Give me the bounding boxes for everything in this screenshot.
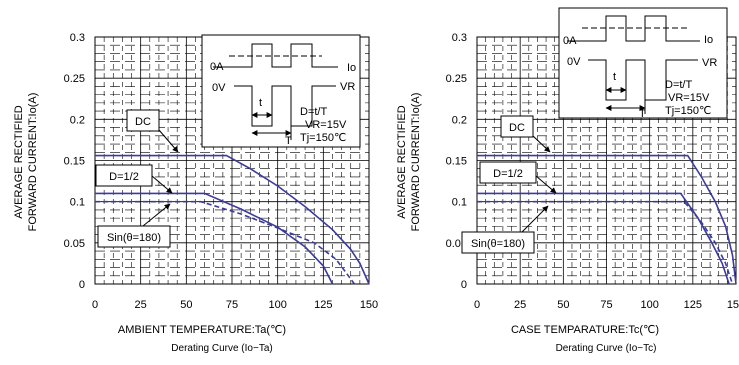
chart-io-tc: AVERAGE RECTIFIED FORWARD CURRENT:Io(A) … (396, 7, 739, 354)
arrow-dc (158, 129, 179, 153)
waveform-inset: Io 0A VR 0V t T D=t/T VR=15V Tj=150℃ (558, 7, 728, 120)
y-axis-title-line2: FORWARD CURRENT:Io(A) (27, 93, 39, 232)
label-box-dc (126, 109, 160, 132)
x-tick-label: 150 (727, 299, 739, 311)
y-tick-label: 0.1 (452, 197, 467, 209)
param-vr: VR=15V (305, 119, 347, 131)
label-box-dc (500, 115, 534, 138)
inset-box (201, 34, 361, 148)
param-duty: D=t/T (665, 79, 692, 91)
param-tj: Tj=150℃ (300, 132, 346, 144)
label-box-d12 (479, 161, 537, 184)
param-tj: Tj=150℃ (665, 105, 711, 117)
chart-caption: Derating Curve (Io−Ta) (171, 343, 272, 354)
label-sin: Sin(θ=180) (107, 232, 161, 244)
T-label: T (639, 108, 646, 120)
series-labels: DC D=1/2 Sin(θ=180) (461, 115, 557, 254)
x-tick-label: 0 (92, 299, 98, 311)
arrow-d12 (535, 175, 557, 194)
series-line-dc (95, 154, 370, 285)
t-label: t (259, 97, 262, 109)
x-tick-label: 25 (135, 299, 147, 311)
series-line-d12 (477, 192, 730, 285)
chart-io-ta: AVERAGE RECTIFIED FORWARD CURRENT:Io(A) … (13, 32, 378, 354)
vr-waveform (234, 85, 336, 127)
x-tick-label: 75 (600, 299, 612, 311)
x-tick-label: 100 (640, 299, 658, 311)
y-tick-label: 0.1 (70, 197, 85, 209)
label-dc: DC (135, 116, 151, 128)
t-label: t (613, 71, 616, 83)
x-tick-label: 50 (180, 299, 192, 311)
arrow-dc (532, 135, 551, 153)
param-duty: D=t/T (300, 106, 327, 118)
zero-v-label: 0V (212, 82, 226, 94)
x-tick-label: 50 (557, 299, 569, 311)
series-labels: DC D=1/2 Sin(θ=180) (95, 109, 179, 248)
zero-a-label: 0A (563, 35, 577, 47)
io-waveform (213, 43, 338, 68)
x-tick-label: 150 (360, 299, 378, 311)
label-sin: Sin(θ=180) (471, 238, 525, 250)
x-tick-label: 100 (268, 299, 286, 311)
series-line-sin (95, 200, 356, 285)
arrow-sin (142, 203, 171, 227)
x-axis-title: CASE TEMPARATURE:Tc(℃) (511, 324, 659, 336)
y-tick-label: 0.15 (446, 156, 467, 168)
y-tick-label: 0.05 (64, 238, 85, 250)
vr-label: VR (340, 81, 355, 93)
y-axis-title-line1: AVERAGE RECTIFIED (396, 105, 408, 219)
y-tick-label: 0.25 (446, 73, 467, 85)
series-line-dc (477, 154, 737, 285)
y-axis-title-line1: AVERAGE RECTIFIED (13, 105, 25, 219)
chart-caption: Derating Curve (Io−Tc) (556, 343, 657, 354)
x-tick-label: 125 (684, 299, 702, 311)
x-axis-title: AMBIENT TEMPERATURE:Ta(℃) (118, 324, 286, 336)
T-label: T (285, 135, 292, 147)
x-tick-label: 125 (314, 299, 332, 311)
io-label: Io (347, 62, 356, 74)
label-d12: D=1/2 (493, 168, 523, 180)
y-tick-label: 0.2 (452, 114, 467, 126)
vr-label: VR (702, 57, 717, 69)
inset-box (558, 7, 728, 119)
io-waveform (567, 15, 700, 42)
arrow-sin (521, 205, 549, 233)
param-vr: VR=15V (668, 92, 710, 104)
y-tick-label: 0 (79, 279, 85, 291)
label-box-d12 (95, 164, 153, 187)
y-tick-label: 0.15 (64, 156, 85, 168)
y-tick-label: 0.2 (70, 114, 85, 126)
zero-a-label: 0A (210, 61, 224, 73)
label-box-sin (461, 231, 535, 254)
x-tick-label: 0 (474, 299, 480, 311)
y-axis-title-line2: FORWARD CURRENT:Io(A) (410, 93, 422, 232)
x-tick-label: 25 (514, 299, 526, 311)
io-label: Io (704, 34, 713, 46)
label-d12: D=1/2 (109, 171, 139, 183)
y-tick-label: 0 (461, 279, 467, 291)
y-tick-label: 0.25 (64, 73, 85, 85)
zero-v-label: 0V (567, 56, 581, 68)
label-dc: DC (509, 122, 525, 134)
x-tick-label: 75 (226, 299, 238, 311)
waveform-inset: Io 0A VR 0V t T D=t/T VR=15V Tj=150℃ (201, 34, 361, 148)
series-line-sin (477, 200, 734, 285)
y-tick-label: 0.3 (452, 32, 467, 44)
y-tick-label: 0.3 (70, 32, 85, 44)
label-box-sin (97, 225, 171, 248)
arrow-d12 (151, 175, 173, 194)
vr-waveform (588, 59, 698, 101)
